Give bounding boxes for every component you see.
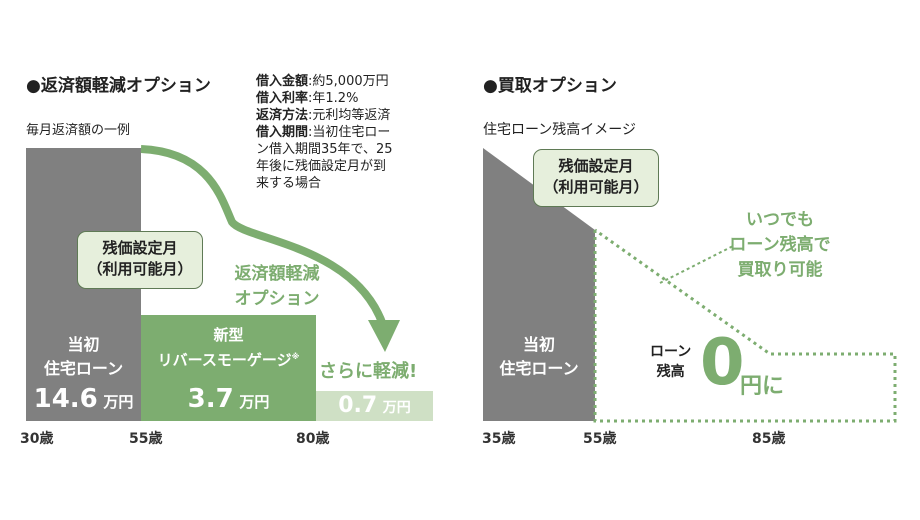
age-85: 85歳 [752,431,786,447]
age-80: 80歳 [296,431,330,447]
reduced-amount: 0.7 万円 [338,393,411,418]
initial-loan-amount: 14.6 万円 [33,384,134,414]
residual-month-callout: 残価設定月 （利用可能月） [77,231,203,289]
right-initial-loan-label: 当初 住宅ローン [499,335,579,378]
zero-value: 0 [700,326,745,400]
info-period-line3: 年後に残価設定月が到 [256,159,387,174]
initial-balance-area [483,148,595,421]
info-rate: 借入利率:年1.2% [256,91,359,106]
info-amount: 借入金額:約5,000万円 [256,74,389,89]
age-55: 55歳 [129,431,163,447]
info-period-line4: 来する場合 [256,176,322,191]
info-method: 返済方法:元利均等返済 [256,108,391,123]
info-period: 借入期間:当初住宅ロー [256,125,391,140]
anytime-purchase-label: いつでも ローン残高で 買取り可能 [729,210,831,280]
age-30: 30歳 [20,431,54,447]
right-age-55: 55歳 [583,431,617,447]
reverse-mortgage-amount: 3.7 万円 [187,384,270,414]
anytime-leader-line [659,244,736,284]
left-subheading: 毎月返済額の一例 [26,123,131,138]
initial-loan-label: 当初 住宅ローン [43,335,124,378]
right-residual-callout: 残価設定月 （利用可能月） [533,149,659,207]
left-heading: ●返済額軽減オプション [26,76,211,96]
reduced-bar [316,391,433,421]
info-period-line2: ン借入期間35年で、25 [256,142,393,157]
loan-info: 借入金額:約5,000万円 借入利率:年1.2% 返済方法:元利均等返済 借入期… [256,73,456,192]
right-subheading: 住宅ローン残高イメージ [483,122,637,138]
reverse-mortgage-label: 新型 リバースモーゲージ※ [157,326,300,369]
zero-suffix: 円に [740,374,785,399]
reverse-mortgage-bar [141,315,316,421]
zero-prefix: ローン 残高 [650,344,692,380]
age-35: 35歳 [482,431,516,447]
more-reduction-label: さらに軽減! [319,361,418,382]
right-heading: ●買取オプション [483,76,617,96]
option-label: 返済額軽減 オプション [234,264,320,309]
